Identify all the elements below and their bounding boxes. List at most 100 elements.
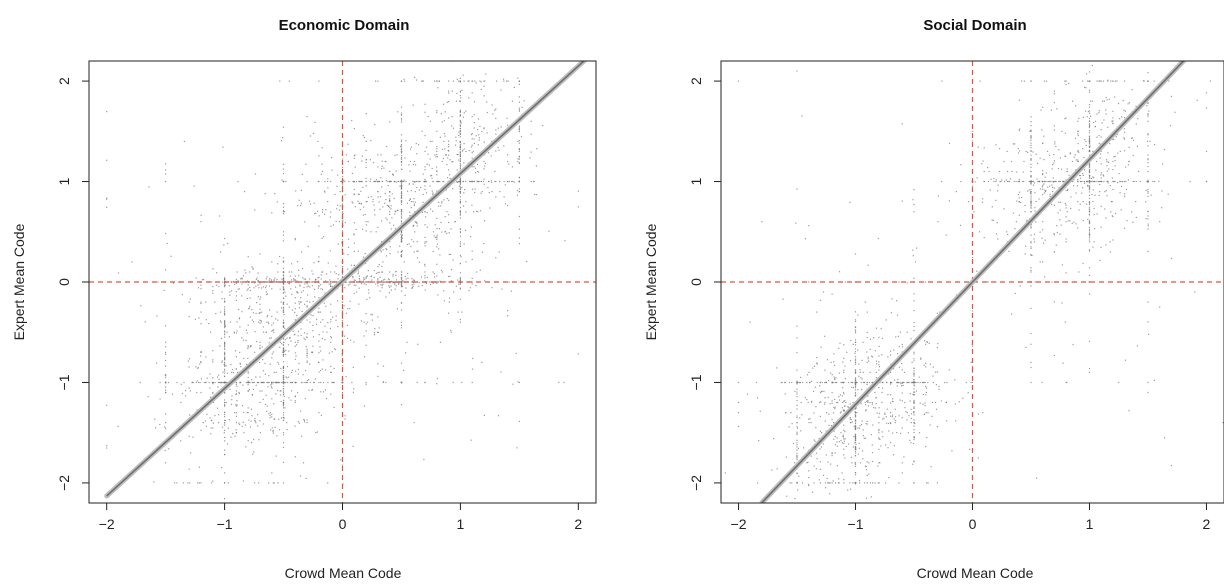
data-point bbox=[1088, 154, 1091, 156]
data-point bbox=[195, 366, 197, 368]
data-point bbox=[345, 154, 347, 156]
data-point bbox=[388, 279, 390, 281]
data-point bbox=[400, 152, 403, 154]
data-point bbox=[422, 173, 424, 175]
data-point bbox=[386, 249, 388, 251]
data-point bbox=[400, 144, 403, 146]
data-point bbox=[298, 275, 300, 277]
data-point bbox=[499, 180, 501, 183]
data-point bbox=[1053, 162, 1055, 164]
data-point bbox=[360, 190, 362, 192]
data-point bbox=[925, 362, 927, 364]
data-point bbox=[264, 286, 267, 289]
data-point bbox=[297, 205, 299, 207]
data-point bbox=[1029, 180, 1031, 183]
data-point bbox=[824, 381, 826, 384]
data-point bbox=[400, 234, 403, 237]
data-point bbox=[377, 266, 379, 268]
data-point bbox=[255, 312, 257, 315]
data-point bbox=[806, 381, 808, 384]
data-point bbox=[261, 346, 263, 348]
data-point bbox=[297, 339, 299, 342]
data-point bbox=[813, 390, 815, 392]
data-point bbox=[259, 322, 261, 324]
data-point bbox=[459, 111, 461, 113]
data-point bbox=[446, 198, 448, 200]
data-point bbox=[284, 327, 286, 329]
data-point bbox=[275, 318, 277, 320]
data-point bbox=[269, 414, 271, 416]
data-point bbox=[992, 219, 994, 221]
data-point bbox=[864, 437, 866, 439]
data-point bbox=[411, 287, 413, 289]
data-point bbox=[1162, 163, 1164, 165]
data-point bbox=[518, 188, 520, 190]
data-point bbox=[235, 299, 237, 301]
data-point bbox=[437, 294, 439, 296]
data-point bbox=[1094, 180, 1096, 183]
data-point bbox=[333, 381, 335, 384]
data-point bbox=[241, 277, 243, 279]
data-point bbox=[457, 80, 460, 82]
data-point bbox=[820, 401, 822, 403]
data-point bbox=[365, 221, 367, 223]
data-point bbox=[320, 284, 322, 286]
data-point bbox=[1075, 192, 1077, 194]
data-point bbox=[1131, 137, 1133, 139]
data-point bbox=[1168, 80, 1170, 82]
data-point bbox=[318, 260, 320, 263]
data-point bbox=[366, 275, 368, 277]
data-point bbox=[400, 278, 403, 280]
data-point bbox=[910, 338, 912, 340]
y-tick-label: 0 bbox=[56, 278, 72, 286]
data-point bbox=[1049, 195, 1051, 197]
data-point bbox=[465, 211, 467, 213]
data-point bbox=[341, 195, 344, 197]
data-point bbox=[459, 144, 461, 146]
data-point bbox=[341, 182, 344, 184]
data-point bbox=[1082, 80, 1084, 82]
data-point bbox=[317, 311, 319, 313]
data-point bbox=[418, 144, 420, 146]
data-point bbox=[1059, 180, 1061, 183]
data-point bbox=[896, 385, 898, 387]
data-point bbox=[421, 211, 424, 213]
data-point bbox=[520, 281, 522, 283]
data-point bbox=[424, 178, 426, 180]
data-point bbox=[436, 170, 438, 173]
data-point bbox=[341, 336, 344, 338]
data-point bbox=[459, 202, 461, 204]
data-point bbox=[813, 412, 815, 414]
data-point bbox=[1030, 225, 1032, 227]
data-point bbox=[915, 390, 918, 392]
data-point bbox=[910, 381, 913, 384]
data-point bbox=[341, 176, 344, 178]
data-point bbox=[1147, 188, 1149, 191]
data-point bbox=[899, 331, 901, 333]
data-point bbox=[473, 101, 476, 103]
data-point bbox=[235, 405, 237, 407]
data-point bbox=[410, 245, 412, 248]
data-point bbox=[242, 275, 245, 277]
data-point bbox=[453, 291, 455, 293]
data-point bbox=[200, 361, 202, 363]
data-point bbox=[262, 370, 265, 372]
data-point bbox=[405, 287, 407, 289]
data-point bbox=[437, 281, 439, 283]
data-point bbox=[1108, 168, 1110, 170]
data-point bbox=[1006, 150, 1008, 152]
data-point bbox=[282, 277, 285, 280]
data-point bbox=[1147, 166, 1149, 168]
data-point bbox=[347, 254, 349, 256]
data-point bbox=[373, 332, 375, 334]
data-point bbox=[321, 271, 324, 273]
data-point bbox=[866, 311, 868, 313]
data-point bbox=[1094, 126, 1096, 128]
data-point bbox=[316, 318, 318, 321]
data-point bbox=[235, 295, 237, 297]
data-point bbox=[358, 180, 360, 183]
data-point bbox=[200, 301, 202, 303]
data-point bbox=[431, 140, 433, 142]
data-point bbox=[409, 211, 411, 213]
data-point bbox=[198, 482, 200, 484]
